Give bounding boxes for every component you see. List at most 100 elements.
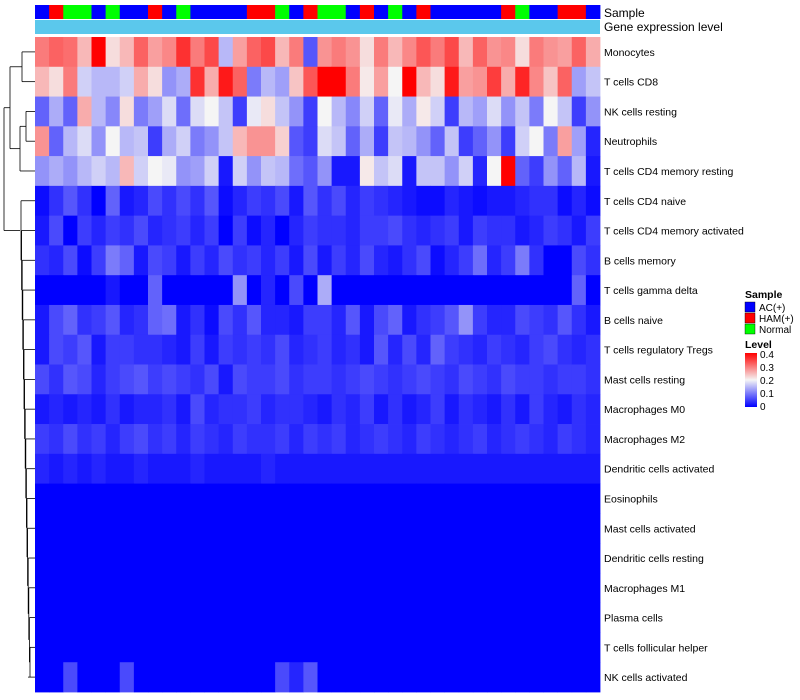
heatmap-cell bbox=[275, 126, 290, 157]
heatmap-cell bbox=[487, 215, 502, 246]
heatmap-cell bbox=[331, 185, 347, 217]
heatmap-cell bbox=[289, 245, 304, 276]
heatmap-cell bbox=[162, 632, 177, 663]
heatmap-cell bbox=[416, 572, 431, 604]
heatmap-cell bbox=[317, 453, 333, 484]
heatmap-cell bbox=[458, 245, 474, 276]
heatmap-cell bbox=[557, 245, 573, 276]
heatmap-cell bbox=[529, 572, 544, 604]
heatmap-cell bbox=[119, 572, 135, 604]
heatmap-cell bbox=[303, 304, 318, 336]
heatmap-cell bbox=[501, 513, 516, 544]
heatmap-cell bbox=[472, 513, 488, 544]
heatmap-cell bbox=[571, 513, 587, 544]
level-legend-tick: 0.2 bbox=[760, 376, 774, 387]
heatmap-cell bbox=[176, 394, 191, 425]
heatmap-cell bbox=[119, 275, 135, 306]
heatmap-cell bbox=[345, 543, 361, 574]
heatmap-cell bbox=[458, 543, 474, 574]
heatmap-cell bbox=[515, 126, 530, 157]
heatmap-cell bbox=[430, 215, 446, 246]
heatmap-cell bbox=[487, 662, 502, 693]
heatmap-cell bbox=[501, 394, 516, 425]
heatmap-cell bbox=[246, 543, 262, 574]
heatmap-cell bbox=[472, 66, 488, 97]
heatmap-cell bbox=[218, 275, 234, 306]
heatmap-cell bbox=[176, 543, 191, 574]
heatmap-cell bbox=[261, 543, 276, 574]
heatmap-cell bbox=[35, 215, 50, 246]
heatmap-cell bbox=[501, 185, 516, 217]
heatmap-cell bbox=[571, 37, 587, 68]
heatmap-cell bbox=[585, 245, 601, 276]
heatmap-cell bbox=[91, 572, 107, 604]
heatmap-cell bbox=[261, 126, 276, 157]
heatmap-cell bbox=[35, 275, 50, 306]
heatmap-cell bbox=[331, 364, 347, 395]
heatmap-cell bbox=[402, 394, 417, 425]
sample-annotation-track bbox=[35, 5, 601, 19]
heatmap-cell bbox=[487, 543, 502, 574]
heatmap-cell bbox=[430, 483, 446, 514]
heatmap-cell bbox=[49, 364, 64, 395]
heatmap-cell bbox=[77, 334, 92, 365]
heatmap-cell bbox=[261, 156, 276, 187]
heatmap-cell bbox=[402, 632, 417, 663]
heatmap-cell bbox=[585, 364, 601, 395]
heatmap-cell bbox=[162, 96, 177, 127]
heatmap-cell bbox=[374, 304, 389, 336]
heatmap-cell bbox=[289, 96, 304, 127]
heatmap-cell bbox=[515, 572, 530, 604]
row-label: B cells naive bbox=[604, 315, 663, 327]
heatmap-cell bbox=[430, 275, 446, 306]
heatmap-cell bbox=[359, 483, 375, 514]
heatmap-cell bbox=[402, 275, 417, 306]
heatmap-cell bbox=[359, 602, 375, 633]
heatmap-cell bbox=[77, 632, 92, 663]
heatmap-cell bbox=[133, 156, 149, 187]
heatmap-cell bbox=[204, 215, 220, 246]
heatmap-cell bbox=[91, 394, 107, 425]
heatmap-cell bbox=[204, 632, 220, 663]
heatmap-cell bbox=[487, 513, 502, 544]
heatmap-cell bbox=[190, 483, 205, 514]
heatmap-cell bbox=[472, 483, 488, 514]
sample-legend-label: HAM(+) bbox=[759, 314, 794, 325]
heatmap-cell bbox=[303, 185, 318, 217]
heatmap-cell bbox=[133, 602, 149, 633]
heatmap-cell bbox=[515, 334, 530, 365]
heatmap-cell bbox=[261, 364, 276, 395]
heatmap-cell bbox=[543, 572, 559, 604]
heatmap-cell bbox=[501, 126, 516, 157]
level-legend-tick: 0 bbox=[760, 402, 766, 413]
heatmap-cell bbox=[162, 126, 177, 157]
heatmap-cell bbox=[487, 572, 502, 604]
heatmap-cell bbox=[359, 543, 375, 574]
heatmap-cell bbox=[331, 513, 347, 544]
heatmap-cell bbox=[289, 334, 304, 365]
heatmap-cell bbox=[543, 215, 559, 246]
heatmap-cell bbox=[345, 453, 361, 484]
heatmap-cell bbox=[430, 245, 446, 276]
sample-annotation-cell bbox=[176, 5, 191, 19]
heatmap-cell bbox=[557, 602, 573, 633]
sample-annotation-cell bbox=[77, 5, 92, 19]
heatmap-cell bbox=[430, 453, 446, 484]
heatmap-cell bbox=[487, 245, 502, 276]
heatmap-cell bbox=[374, 543, 389, 574]
heatmap-cell bbox=[204, 394, 220, 425]
heatmap-cell bbox=[232, 185, 248, 217]
heatmap-cell bbox=[289, 543, 304, 574]
heatmap-cell bbox=[458, 424, 474, 455]
heatmap-cell bbox=[571, 215, 587, 246]
sample-annotation-cell bbox=[331, 5, 347, 19]
heatmap-cell bbox=[388, 483, 403, 514]
heatmap-cell bbox=[77, 275, 92, 306]
heatmap-cell bbox=[317, 424, 333, 455]
heatmap-cell bbox=[176, 126, 191, 157]
heatmap-cell bbox=[430, 334, 446, 365]
heatmap-cell bbox=[317, 543, 333, 574]
heatmap-cell bbox=[275, 185, 290, 217]
heatmap-cell bbox=[133, 453, 149, 484]
heatmap-cell bbox=[416, 66, 431, 97]
